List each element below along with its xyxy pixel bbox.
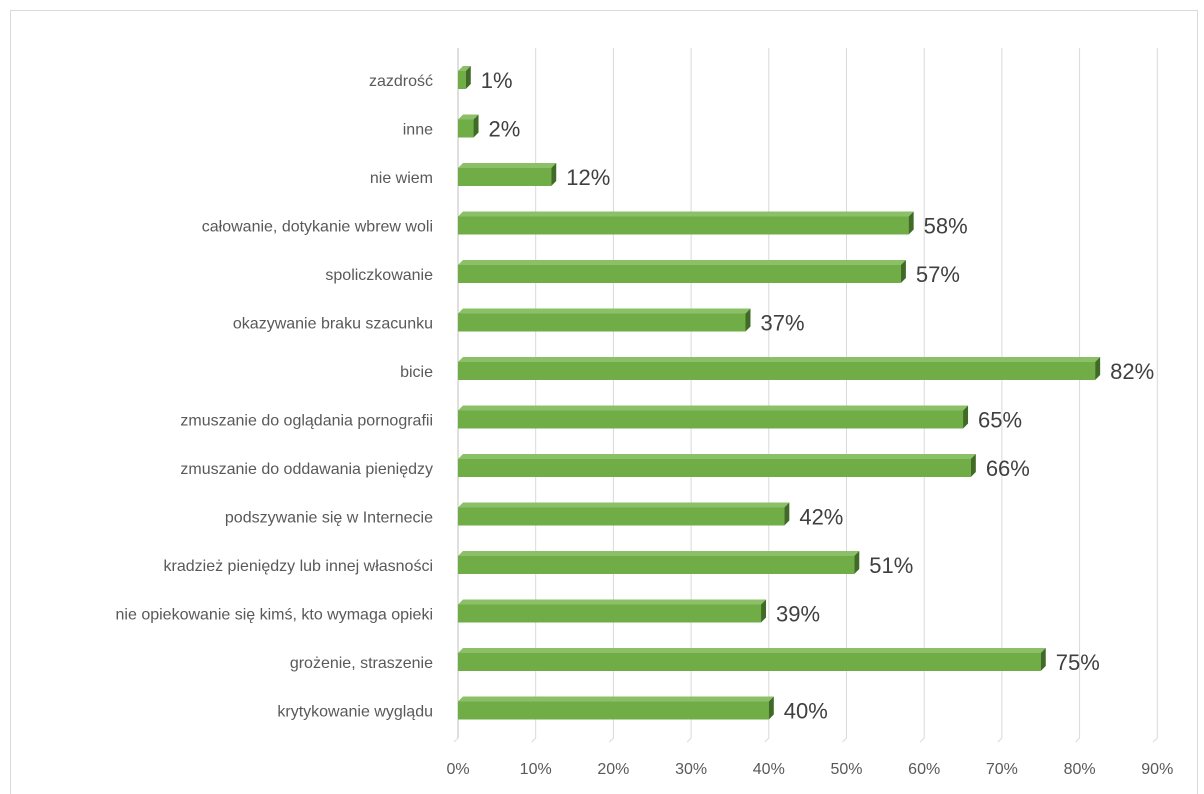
data-label: 51% — [869, 553, 913, 578]
bar-top — [458, 114, 479, 120]
category-label: nie wiem — [370, 170, 433, 187]
bar-side — [854, 551, 860, 574]
bar-side — [900, 260, 906, 283]
x-tick-label: 0% — [446, 761, 469, 778]
x-tick-label: 10% — [520, 761, 552, 778]
x-tick-label: 80% — [1064, 761, 1096, 778]
category-label: zmuszanie do oglądania pornografii — [180, 413, 433, 430]
bar — [458, 410, 964, 429]
category-label: krytykowanie wyglądu — [277, 704, 433, 721]
gridline-floor — [764, 737, 770, 743]
data-label: 42% — [799, 505, 843, 530]
category-labels: zazdrość inne nie wiem całowanie, dotykanie… — [116, 73, 434, 721]
x-tick-label: 40% — [753, 761, 785, 778]
bar — [458, 701, 769, 720]
bar-side — [970, 454, 976, 477]
bar-top — [458, 260, 906, 265]
bar-top — [458, 502, 790, 508]
bar-side — [465, 66, 471, 89]
category-label: zmuszanie do oddawania pieniędzy — [180, 461, 433, 478]
bar-top — [458, 454, 976, 459]
category-label: podszywanie się w Internecie — [225, 510, 433, 527]
data-labels: 1% 2% 12% 58% 57% 37% 82% 65% 66% 42% 51% 39% 75% 40% — [481, 68, 1154, 724]
data-label: 40% — [784, 699, 828, 724]
bar — [458, 459, 971, 477]
bar — [458, 362, 1096, 380]
data-label: 2% — [489, 117, 521, 142]
category-label: grożenie, straszenie — [290, 655, 433, 672]
bar — [458, 507, 785, 526]
bar-top — [458, 211, 914, 217]
gridline-floor — [686, 737, 692, 743]
data-label: 1% — [481, 68, 513, 93]
data-label: 82% — [1110, 359, 1154, 384]
category-label: okazywanie braku szacunku — [233, 316, 433, 333]
category-label: spoliczkowanie — [325, 267, 433, 284]
bar — [458, 71, 466, 89]
bar-top — [458, 308, 751, 314]
gridline-floor — [1075, 737, 1080, 743]
x-tick-label: 90% — [1141, 761, 1173, 778]
gridline-floor — [531, 737, 537, 743]
bar-top — [458, 405, 969, 411]
gridline-floor — [609, 737, 614, 743]
gridline-floor — [1152, 737, 1158, 743]
bar — [458, 265, 901, 283]
bar-top — [458, 551, 860, 556]
data-label: 58% — [924, 214, 968, 239]
category-label: całowanie, dotykanie wbrew woli — [202, 219, 433, 236]
category-label: nie opiekowanie się kimś, kto wymaga opi… — [116, 607, 433, 624]
category-label: bicie — [400, 364, 433, 381]
bar — [458, 216, 909, 235]
data-label: 65% — [978, 408, 1022, 433]
x-tick-label: 20% — [597, 761, 629, 778]
bar-side — [551, 163, 557, 186]
bar-top — [458, 357, 1101, 362]
bar — [458, 168, 552, 186]
gridline-floor — [842, 737, 847, 743]
gridline-floor — [919, 737, 925, 743]
data-label: 12% — [566, 165, 610, 190]
bar — [458, 313, 746, 332]
gridline-floor — [453, 737, 459, 743]
bar-side — [768, 696, 774, 720]
data-label: 57% — [916, 262, 960, 287]
bar-top — [458, 696, 774, 702]
bar-top — [458, 66, 471, 71]
gridline-floor — [997, 737, 1003, 743]
bar — [458, 556, 855, 574]
bar-side — [745, 308, 751, 332]
x-tick-labels: 0% 10% 20% 30% 40% 50% 60% 70% 80% 90% — [446, 761, 1173, 778]
bars — [458, 66, 1101, 720]
bar-side — [473, 114, 479, 138]
x-tick-label: 70% — [986, 761, 1018, 778]
data-label: 75% — [1056, 650, 1100, 675]
bar — [458, 119, 474, 138]
bar-side — [761, 599, 767, 623]
bar-side — [963, 405, 969, 429]
bar — [458, 653, 1041, 671]
bar-top — [458, 163, 557, 168]
grid-lines — [453, 48, 1158, 743]
x-tick-label: 60% — [908, 761, 940, 778]
bar-top — [458, 599, 767, 605]
bar-side — [1040, 648, 1046, 671]
bar — [458, 604, 762, 623]
category-label: inne — [403, 122, 433, 139]
category-label: kradzież pieniędzy lub innej własności — [164, 558, 433, 575]
bar-top — [458, 648, 1046, 653]
x-tick-label: 30% — [675, 761, 707, 778]
bar-side — [784, 502, 790, 526]
data-label: 66% — [986, 456, 1030, 481]
bar-side — [1095, 357, 1101, 380]
data-label: 37% — [760, 311, 804, 336]
data-label: 39% — [776, 602, 820, 627]
bar-side — [908, 211, 914, 235]
category-label: zazdrość — [369, 73, 433, 90]
x-tick-label: 50% — [830, 761, 862, 778]
